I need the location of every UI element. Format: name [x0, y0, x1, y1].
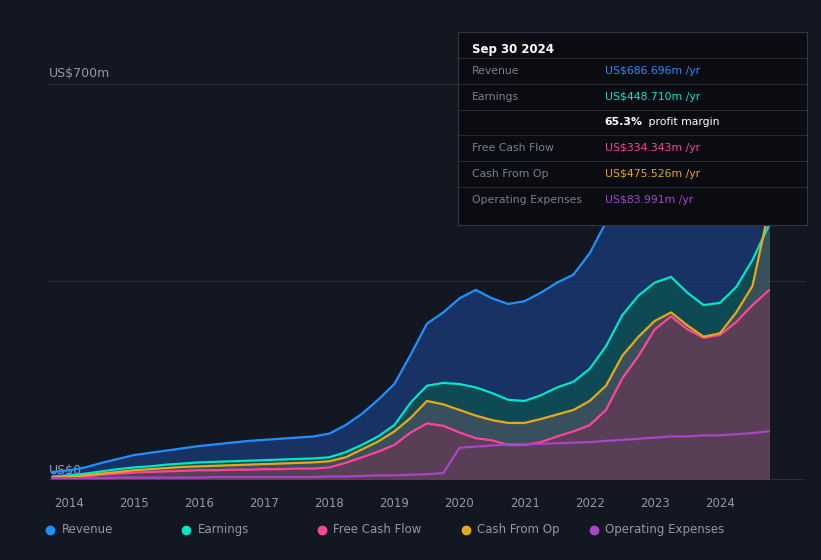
Text: Free Cash Flow: Free Cash Flow	[333, 523, 422, 536]
Text: US$334.343m /yr: US$334.343m /yr	[605, 143, 699, 153]
Text: Cash From Op: Cash From Op	[472, 169, 548, 179]
Text: US$686.696m /yr: US$686.696m /yr	[605, 66, 699, 76]
Text: US$83.991m /yr: US$83.991m /yr	[605, 195, 693, 205]
Text: Cash From Op: Cash From Op	[477, 523, 559, 536]
Text: US$0: US$0	[49, 464, 82, 477]
Text: US$475.526m /yr: US$475.526m /yr	[605, 169, 699, 179]
Text: Free Cash Flow: Free Cash Flow	[472, 143, 554, 153]
Text: profit margin: profit margin	[644, 118, 719, 128]
Text: US$700m: US$700m	[49, 67, 111, 80]
Text: US$448.710m /yr: US$448.710m /yr	[605, 92, 700, 102]
Text: Earnings: Earnings	[472, 92, 519, 102]
Text: Earnings: Earnings	[198, 523, 249, 536]
Text: Operating Expenses: Operating Expenses	[605, 523, 725, 536]
Text: Revenue: Revenue	[472, 66, 520, 76]
Text: Operating Expenses: Operating Expenses	[472, 195, 582, 205]
Text: Sep 30 2024: Sep 30 2024	[472, 43, 554, 55]
Text: Revenue: Revenue	[62, 523, 113, 536]
Text: 65.3%: 65.3%	[605, 118, 643, 128]
